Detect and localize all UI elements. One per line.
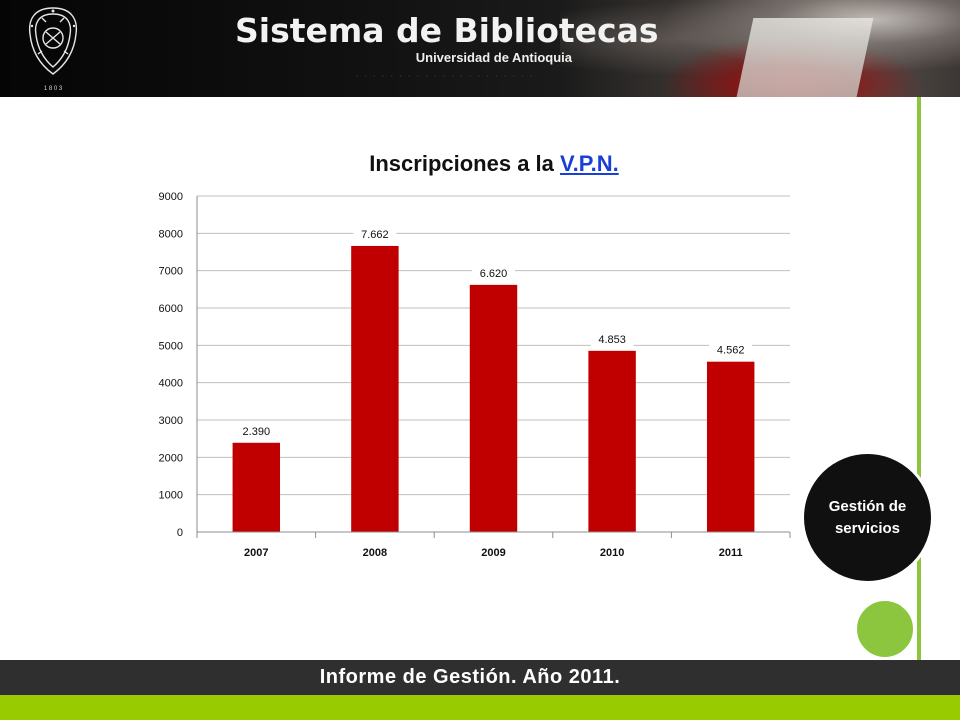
x-tick-label: 2009 — [481, 547, 505, 559]
data-label-2011: 4.562 — [717, 345, 745, 357]
axes — [196, 196, 791, 538]
header-banner: · · · · · · · · · · · · · · · · · · · · … — [0, 0, 960, 97]
data-label-background — [353, 224, 397, 242]
university-seal-icon: 1 8 0 3 — [28, 7, 78, 92]
footer-text: Informe de Gestión. Año 2011. — [319, 666, 621, 688]
x-tick-label: 2007 — [244, 547, 268, 559]
y-tick-label: 5000 — [159, 340, 183, 352]
data-label-background — [709, 340, 753, 358]
y-tick-label: 9000 — [159, 191, 183, 203]
data-label-2008: 7.662 — [361, 229, 389, 241]
data-labels: 2.390 7.662 6.620 4.853 4.562 — [234, 224, 753, 439]
header-subtitle: Universidad de Antioquia — [415, 50, 572, 65]
book-image — [736, 18, 874, 97]
x-tick-label: 2010 — [600, 547, 624, 559]
bar-2008 — [351, 245, 399, 532]
y-tick-label: 3000 — [159, 415, 183, 427]
green-circle-decoration — [854, 598, 916, 660]
vpn-link[interactable]: V.P.N. — [560, 151, 619, 176]
y-tick-label: 7000 — [159, 266, 183, 278]
section-badge: Gestión de servicios — [801, 451, 934, 584]
footer-bar: Informe de Gestión. Año 2011. — [0, 660, 960, 695]
bar-chart: 0 1000 2000 3000 4000 5000 6000 7000 8000 9000 2.… — [159, 191, 791, 559]
y-tick-label: 8000 — [159, 228, 183, 240]
data-label-background — [590, 329, 634, 347]
y-tick-label: 4000 — [159, 378, 183, 390]
section-badge-label: Gestión de servicios — [828, 497, 907, 537]
y-tick-label: 1000 — [159, 490, 183, 502]
x-tick-label: 2008 — [363, 547, 387, 559]
data-label-background — [234, 421, 278, 439]
data-label-2009: 6.620 — [480, 268, 508, 280]
side-accent-line — [917, 97, 921, 660]
bar-2010 — [588, 350, 636, 532]
header-title: Sistema de Bibliotecas — [235, 11, 659, 50]
seal-year: 1 8 0 3 — [44, 86, 63, 92]
y-axis-ticks: 0 1000 2000 3000 4000 5000 6000 7000 8000 9000 — [159, 191, 183, 539]
data-label-background — [472, 263, 515, 281]
x-axis-ticks: 2007 2008 2009 2010 2011 — [244, 547, 743, 559]
data-label-2007: 2.390 — [243, 426, 271, 438]
data-label-2010: 4.853 — [598, 334, 626, 346]
chart-title: Inscripciones a la V.P.N. — [196, 151, 792, 177]
bar-2009 — [469, 284, 518, 532]
footer-accent-bar — [0, 695, 960, 720]
y-tick-label: 0 — [177, 527, 183, 539]
y-tick-label: 2000 — [159, 452, 183, 464]
bars — [232, 245, 755, 532]
x-tick-label: 2011 — [719, 547, 743, 559]
bar-2011 — [706, 361, 755, 532]
header-decoration: · · · · · · · · · · · · · · · · · · · · … — [355, 70, 535, 82]
bar-2007 — [232, 442, 281, 532]
chart-title-text: Inscripciones a la — [369, 151, 554, 176]
y-tick-label: 6000 — [159, 303, 183, 315]
